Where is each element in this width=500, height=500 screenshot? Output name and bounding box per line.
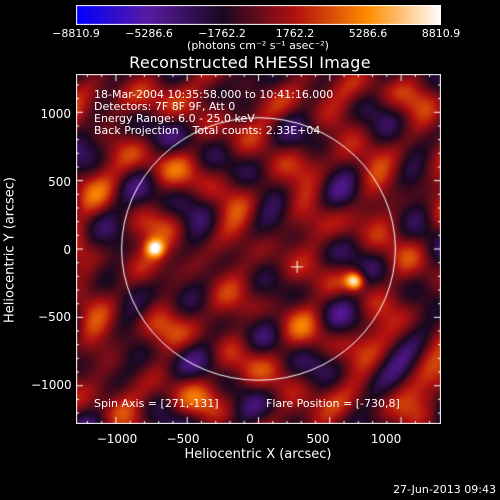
y-tick-label: 500 bbox=[48, 175, 71, 189]
colorbar-tick-label: −5286.6 bbox=[125, 27, 173, 40]
y-axis-label: Heliocentric Y (arcsec) bbox=[2, 177, 18, 323]
x-axis-label: Heliocentric X (arcsec) bbox=[184, 447, 332, 462]
spin-axis-label: Spin Axis = [271,-131] bbox=[94, 397, 219, 410]
info-energy-range: Energy Range: 6.0 - 25.0 keV bbox=[94, 112, 255, 125]
y-tick-label: −1000 bbox=[31, 378, 72, 392]
colorbar bbox=[76, 5, 441, 25]
colorbar-tick-label: −1762.2 bbox=[198, 27, 246, 40]
x-tick-label: −1000 bbox=[96, 432, 138, 446]
flare-position-label: Flare Position = [-730,8] bbox=[266, 397, 400, 410]
y-tick-label: 0 bbox=[63, 243, 71, 257]
image-plot bbox=[76, 74, 441, 424]
colorbar-tick-label: 8810.9 bbox=[421, 27, 461, 40]
y-tick-label: −500 bbox=[38, 310, 71, 324]
colorbar-gradient bbox=[76, 5, 441, 25]
timestamp: 27-Jun-2013 09:43 bbox=[393, 483, 496, 496]
y-tick-label: 1000 bbox=[40, 107, 71, 121]
x-tick-label: 0 bbox=[246, 432, 254, 446]
info-time-range: 18-Mar-2004 10:35:58.000 to 10:41:16.000 bbox=[94, 88, 334, 101]
colorbar-units: (photons cm⁻² s⁻¹ asec⁻²) bbox=[187, 39, 329, 52]
reconstructed-image bbox=[76, 74, 441, 424]
plot-title: Reconstructed RHESSI Image bbox=[129, 53, 371, 72]
x-tick-label: −500 bbox=[166, 432, 200, 446]
info-method-counts: Back Projection Total counts: 2.33E+04 bbox=[94, 124, 321, 137]
info-detectors: Detectors: 7F 8F 9F, Att 0 bbox=[94, 100, 236, 113]
colorbar-tick-label: 5286.6 bbox=[348, 27, 388, 40]
colorbar-tick-label: −8810.9 bbox=[52, 27, 100, 40]
x-tick-label: 500 bbox=[306, 432, 330, 446]
colorbar-tick-label: 1762.2 bbox=[275, 27, 315, 40]
x-tick-label: 1000 bbox=[370, 432, 402, 446]
